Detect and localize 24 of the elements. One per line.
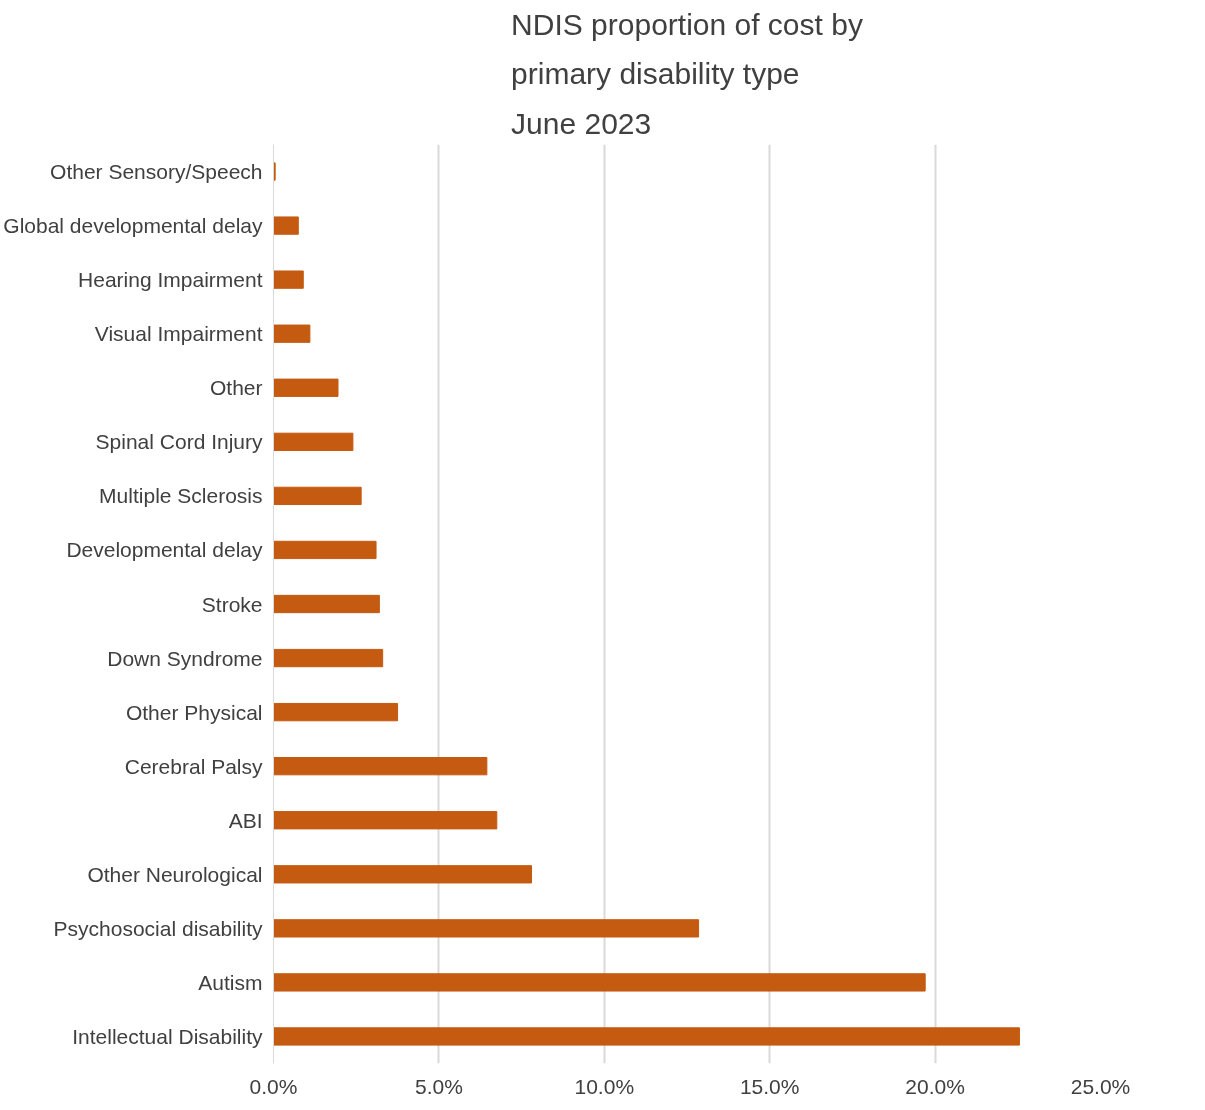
x-tick-label: 15.0%: [739, 1074, 800, 1098]
y-tick-label: Spinal Cord Injury: [95, 430, 263, 454]
y-tick-label: Other Neurological: [87, 862, 263, 886]
y-tick-label: Multiple Sclerosis: [99, 484, 263, 508]
x-tick-label: 25.0%: [1070, 1074, 1131, 1098]
y-tick-label: Hearing Impairment: [78, 268, 263, 292]
y-tick-label: Psychosocial disability: [53, 916, 263, 940]
y-tick-label: Autism: [198, 970, 263, 994]
y-tick-label: Other: [209, 376, 263, 400]
x-tick-label: 10.0%: [574, 1074, 635, 1098]
y-tick-label: Down Syndrome: [107, 646, 263, 670]
y-tick-label: Developmental delay: [66, 538, 263, 562]
y-tick-label: Intellectual Disability: [72, 1024, 263, 1048]
y-tick-label: Visual Impairment: [94, 322, 263, 346]
y-tick-label: Global developmental delay: [3, 214, 263, 238]
x-tick-label: 0.0%: [249, 1074, 298, 1098]
y-tick-label: Cerebral Palsy: [124, 754, 263, 778]
y-tick-label: Stroke: [201, 592, 263, 616]
chart-title: NDIS proportion of cost by primary disability type June 2023: [511, 7, 863, 140]
x-tick-label: 20.0%: [905, 1074, 965, 1098]
y-tick-label: Other Sensory/Speech: [50, 160, 263, 184]
y-tick-label: Other Physical: [125, 700, 263, 724]
y-tick-label: ABI: [228, 808, 263, 832]
x-tick-label: 5.0%: [414, 1074, 463, 1098]
